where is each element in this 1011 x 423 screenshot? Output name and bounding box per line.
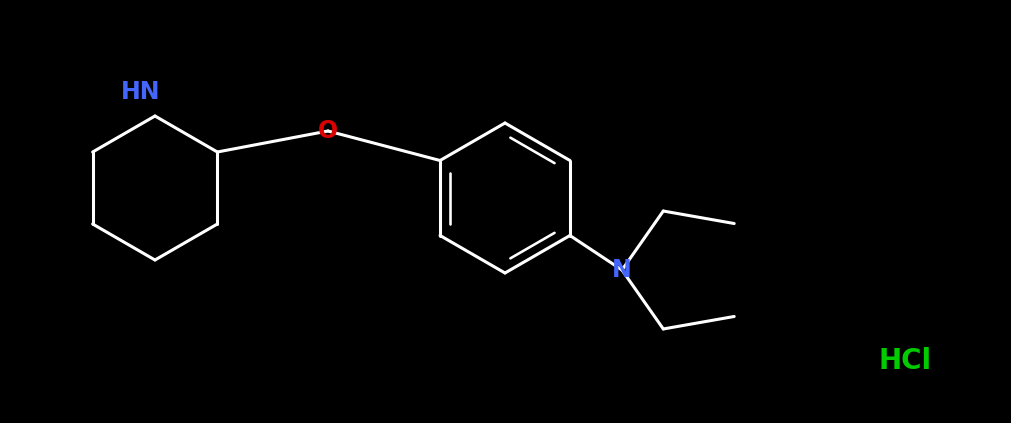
Text: N: N [612,258,631,282]
Text: HCl: HCl [878,347,931,375]
Text: HN: HN [121,80,161,104]
Text: O: O [317,119,338,143]
